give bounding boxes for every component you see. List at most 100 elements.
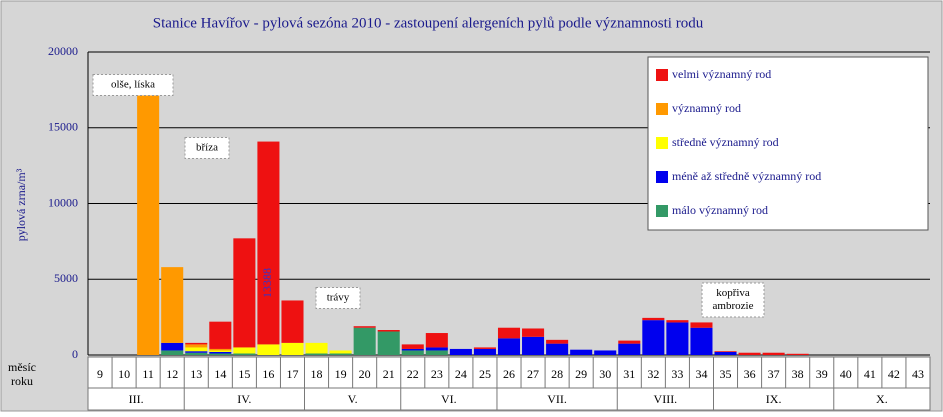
legend-label: málo významný rod [672,203,768,217]
bar-segment [185,352,208,355]
x-tick-label: 23 [431,367,443,381]
bar-segment [570,349,593,355]
y-axis-label: pylová zrna/m³ [14,168,28,241]
annotation-box [701,282,765,318]
bar-segment [281,300,304,343]
x-tick-label: 26 [503,367,515,381]
x-tick-label: 18 [311,367,323,381]
x-tick-label: 15 [238,367,250,381]
bar-segment [257,141,280,345]
bar-segment [618,340,641,344]
legend-swatch [656,171,668,183]
x-tick-label: 14 [214,367,226,381]
x-tick-label: 40 [840,367,852,381]
bar-segment [209,350,232,352]
x-tick-label: 42 [888,367,900,381]
x-tick-label: 31 [623,367,635,381]
bar-segment [185,342,208,345]
bar-segment [185,351,208,353]
bar-segment [257,344,280,355]
bar-segment [161,350,184,355]
legend-swatch [656,103,668,115]
annotation: trávy [327,292,350,304]
x-tick-label: 25 [479,367,491,381]
x-tick-label: 27 [527,367,539,381]
bar-segment [281,342,304,355]
bar-segment [305,353,328,355]
x-tick-label: 43 [912,367,924,381]
bar-segment [161,342,184,351]
bar-segment [401,344,424,349]
bar-segment [425,347,448,351]
legend-swatch [656,137,668,149]
annotation-box [184,137,230,159]
bar-segment [473,347,496,349]
bar-segment [666,322,689,355]
x-tick-label: 19 [335,367,347,381]
legend-label: velmi významný rod [672,67,771,81]
bar-segment [305,342,328,354]
x-tick-label: 32 [647,367,659,381]
annotation-box [315,287,361,309]
legend-label: významný rod [672,101,741,115]
month-label: V. [348,392,358,406]
x-tick-label: 30 [599,367,611,381]
bar-segment [209,348,232,351]
bar-segment [762,352,785,355]
legend-swatch [656,205,668,217]
month-label: VII. [547,392,567,406]
bar-segment [546,339,569,344]
x-tick-label: 10 [118,367,130,381]
bar-segment [353,327,376,355]
bar-segment [377,331,400,355]
month-label: X. [876,392,888,406]
bar-segment [690,322,713,328]
bar-segment [714,351,737,355]
bar-segment [738,352,761,355]
row-label: měsíc [8,360,36,374]
bar-segment [329,350,352,354]
y-tick-label: 15000 [48,120,78,134]
bar-segment [497,327,521,339]
bar-segment [137,76,160,356]
bar-segment [233,347,256,354]
bar-segment [546,343,569,355]
x-tick-label: 38 [792,367,804,381]
x-tick-label: 11 [142,367,154,381]
x-tick-label: 33 [671,367,683,381]
bar-segment [786,353,809,355]
bar-segment [233,238,256,348]
bar-segment [666,320,689,323]
month-label: III. [129,392,144,406]
y-tick-label: 5000 [54,271,78,285]
x-tick-label: 37 [768,367,780,381]
bar-segment [449,348,472,355]
legend-box [647,56,929,231]
bar-segment [425,333,448,348]
x-tick-label: 12 [166,367,178,381]
chart-title: Stanice Havířov - pylová sezóna 2010 - z… [153,15,704,31]
month-label: IV. [237,392,251,406]
bar-segment [233,353,256,355]
bar-segment [209,353,232,355]
annotation: ambrozie [713,300,754,312]
bar-segment [522,336,545,355]
x-tick-label: 34 [695,367,707,381]
annotation: kopřiva [716,287,750,299]
bar-segment [497,338,521,355]
x-tick-label: 22 [407,367,419,381]
month-label: IX. [766,392,782,406]
bar-segment [690,327,713,355]
bar-segment [209,351,232,354]
data-label: 13388 [260,268,274,298]
x-tick-label: 29 [575,367,587,381]
bar-segment [209,321,232,349]
bar-segment [185,344,208,348]
row-label: roku [11,374,33,388]
x-tick-label: 39 [816,367,828,381]
month-label: VIII. [654,392,678,406]
x-tick-label: 20 [359,367,371,381]
month-label: VI. [441,392,457,406]
x-tick-label: 17 [286,367,298,381]
x-tick-label: 36 [744,367,756,381]
